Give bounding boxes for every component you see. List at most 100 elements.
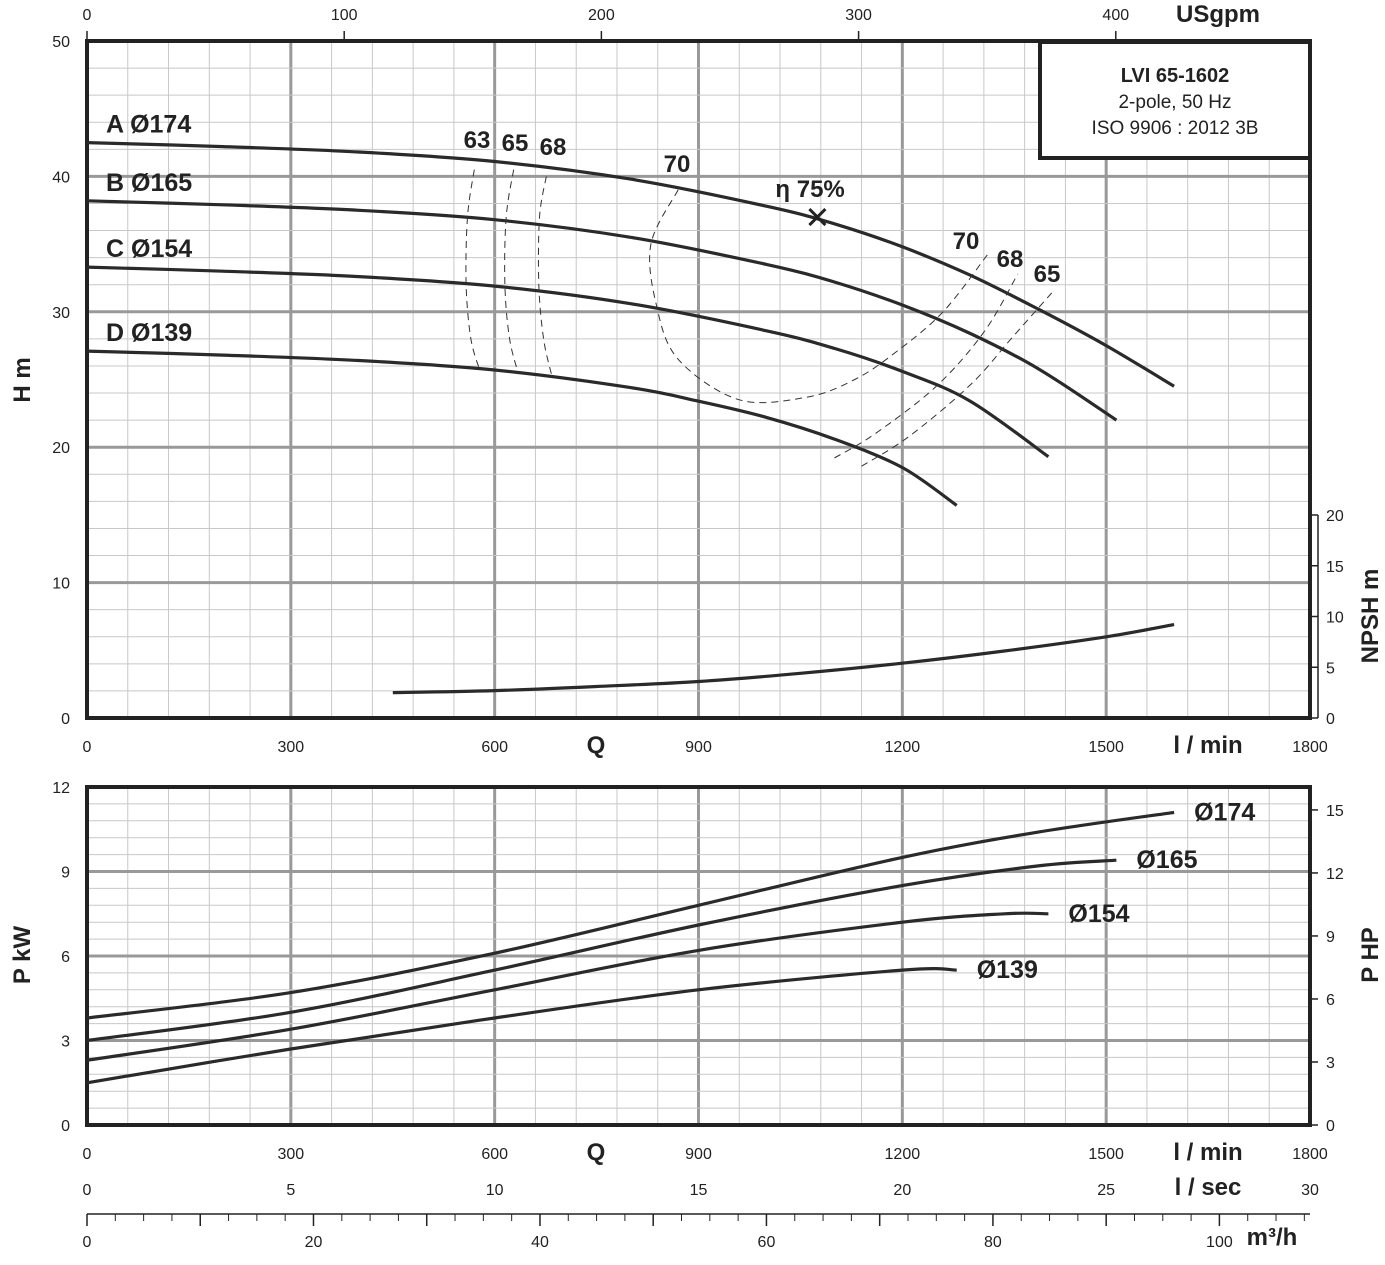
head-curve-label: A Ø174 <box>106 111 191 139</box>
npsh-tick-label: 15 <box>1326 559 1344 576</box>
chart-subtitle-2: ISO 9906 : 2012 3B <box>1092 118 1259 139</box>
power-curve-label: Ø174 <box>1194 798 1255 826</box>
q-bottom-tick-label: 300 <box>277 1146 304 1163</box>
head-curve-1 <box>86 199 1118 422</box>
q-bottom-unit-label: l / min <box>1173 1139 1242 1166</box>
lsec-tick-label: 15 <box>690 1182 708 1199</box>
m3h-unit-label: m³/h <box>1247 1224 1298 1251</box>
efficiency-curve <box>537 176 553 376</box>
lsec-tick-label: 25 <box>1097 1182 1115 1199</box>
m3h-tick-label: 40 <box>531 1234 549 1251</box>
title-box <box>1038 40 1312 160</box>
power-curve-1 <box>86 858 1117 1043</box>
h-tick-label: 30 <box>52 305 70 322</box>
php-tick-label: 0 <box>1326 1118 1335 1135</box>
php-tick-label: 6 <box>1326 992 1335 1009</box>
head-curve-2 <box>86 265 1050 459</box>
lsec-tick-label: 20 <box>893 1182 911 1199</box>
efficiency-label: 68 <box>540 134 567 161</box>
efficiency-curve <box>649 189 988 404</box>
power-curve-label: Ø139 <box>977 956 1038 984</box>
efficiency-curve <box>504 169 519 375</box>
usgpm-unit: USgpm <box>1176 1 1260 28</box>
chart-subtitle-1: 2-pole, 50 Hz <box>1118 92 1231 113</box>
head-curve-label: D Ø139 <box>106 319 192 347</box>
q-tick-label: 900 <box>685 739 712 756</box>
q-bottom-tick-label: 600 <box>481 1146 508 1163</box>
q-bottom-tick-label: 1800 <box>1292 1146 1328 1163</box>
efficiency-label: 70 <box>664 151 691 178</box>
bottom-grid <box>85 785 1312 1127</box>
pkw-tick-label: 3 <box>61 1034 70 1051</box>
m3h-tick-label: 80 <box>984 1234 1002 1251</box>
php-tick-label: 9 <box>1326 929 1335 946</box>
q-unit-label: l / min <box>1173 732 1242 759</box>
q-bottom-tick-label: 900 <box>685 1146 712 1163</box>
php-tick-label: 3 <box>1326 1055 1335 1072</box>
php-tick-label: 12 <box>1326 866 1344 883</box>
bottom-plot-frame <box>85 785 1312 1127</box>
q-bottom-axis-label: Q <box>587 1139 606 1166</box>
php-tick-label: 15 <box>1326 803 1344 820</box>
lsec-unit-label: l / sec <box>1175 1174 1242 1201</box>
head-curve-label: B Ø165 <box>106 169 192 197</box>
php-axis-label: P HP <box>1357 927 1384 983</box>
pkw-tick-label: 0 <box>61 1118 70 1135</box>
power-curve-label: Ø154 <box>1068 900 1129 928</box>
lsec-tick-label: 30 <box>1301 1182 1319 1199</box>
q-tick-label: 1500 <box>1088 739 1124 756</box>
h-tick-label: 0 <box>61 711 70 728</box>
usgpm-tick-label: 200 <box>588 7 615 24</box>
h-tick-label: 10 <box>52 576 70 593</box>
h-tick-label: 20 <box>52 440 70 457</box>
h-axis-label: H m <box>9 357 36 402</box>
bottom-curves <box>86 810 1175 1085</box>
pkw-tick-label: 9 <box>61 865 70 882</box>
pkw-tick-label: 12 <box>52 780 70 797</box>
efficiency-label: 68 <box>997 246 1024 273</box>
q-tick-label: 0 <box>83 739 92 756</box>
lsec-tick-label: 0 <box>83 1182 92 1199</box>
efficiency-label: 65 <box>1034 261 1061 288</box>
power-curve-3 <box>86 967 957 1085</box>
npsh-tick-label: 5 <box>1326 660 1335 677</box>
usgpm-tick-label: 300 <box>845 7 872 24</box>
usgpm-tick-label: 100 <box>331 7 358 24</box>
q-tick-label: 300 <box>277 739 304 756</box>
efficiency-label: 65 <box>502 130 529 157</box>
h-tick-label: 50 <box>52 34 70 51</box>
usgpm-tick-label: 400 <box>1102 7 1129 24</box>
bep-marker <box>808 207 827 227</box>
m3h-tick-label: 20 <box>305 1234 323 1251</box>
top-plot-frame <box>85 39 1312 720</box>
q-tick-label: 600 <box>481 739 508 756</box>
m3h-tick-label: 0 <box>83 1234 92 1251</box>
q-bottom-tick-label: 1500 <box>1088 1146 1124 1163</box>
npsh-curve <box>392 623 1175 695</box>
power-curve-2 <box>86 911 1049 1062</box>
usgpm-tick-label: 0 <box>83 7 92 24</box>
efficiency-curve <box>465 169 481 371</box>
efficiency-curve <box>861 292 1053 467</box>
pkw-tick-label: 6 <box>61 949 70 966</box>
efficiency-label: 70 <box>953 228 980 255</box>
head-curve-3 <box>86 349 958 507</box>
lsec-tick-label: 5 <box>286 1182 295 1199</box>
q-bottom-tick-label: 0 <box>83 1146 92 1163</box>
lsec-tick-label: 10 <box>486 1182 504 1199</box>
top-curves <box>86 141 1175 695</box>
h-tick-label: 40 <box>52 169 70 186</box>
npsh-tick-label: 20 <box>1326 508 1344 525</box>
q-bottom-tick-label: 1200 <box>885 1146 921 1163</box>
q-axis-label: Q <box>587 732 606 759</box>
q-tick-label: 1200 <box>885 739 921 756</box>
npsh-tick-label: 0 <box>1326 711 1335 728</box>
m3h-tick-label: 100 <box>1206 1234 1233 1251</box>
m3h-tick-label: 60 <box>758 1234 776 1251</box>
power-curve-0 <box>86 810 1175 1020</box>
efficiency-label: 63 <box>464 127 491 154</box>
bep-label: η 75% <box>775 176 844 203</box>
